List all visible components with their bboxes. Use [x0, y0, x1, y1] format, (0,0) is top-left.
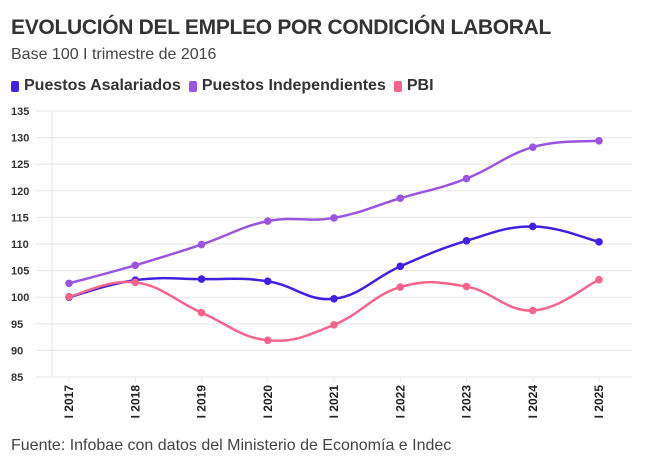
- data-point-asalariados: [263, 277, 272, 286]
- y-axis: 85 90 95 100 105 110 115 120 125 130 135: [11, 106, 53, 384]
- y-tick-label: 120: [11, 186, 29, 198]
- data-point-independientes: [65, 279, 73, 288]
- y-tick-label: 135: [11, 106, 29, 118]
- data-point-pbi: [462, 282, 471, 291]
- data-point-asalariados: [462, 237, 471, 245]
- legend-item-independientes[interactable]: Puestos Independientes: [188, 77, 386, 95]
- data-point-independientes: [131, 261, 140, 270]
- x-tick-label: I 2018: [128, 385, 142, 419]
- data-point-pbi: [197, 308, 206, 317]
- x-tick-label: I 2024: [526, 385, 540, 419]
- y-tick-label: 95: [11, 319, 23, 331]
- series-group: [65, 136, 603, 345]
- y-tick-label: 125: [11, 159, 29, 171]
- data-point-asalariados: [197, 275, 206, 283]
- series-line-asalariados: [67, 225, 601, 301]
- legend: Puestos Asalariados Puestos Independient…: [11, 77, 442, 95]
- series-line-independientes: [67, 139, 601, 285]
- y-tick-label: 110: [11, 239, 29, 251]
- data-point-independientes: [396, 194, 405, 203]
- data-point-pbi: [65, 292, 73, 301]
- data-point-independientes: [197, 240, 206, 249]
- data-point-asalariados: [396, 262, 405, 271]
- data-point-pbi: [131, 278, 140, 287]
- source-note: Fuente: Infobae con datos del Ministerio…: [11, 437, 452, 454]
- grid: [36, 110, 632, 378]
- legend-swatch-independientes: [188, 80, 197, 92]
- data-point-asalariados: [330, 294, 338, 303]
- data-point-independientes: [528, 143, 537, 151]
- legend-label-pbi: PBI: [406, 77, 434, 94]
- legend-swatch-asalariados: [11, 80, 19, 92]
- series-pbi: [65, 275, 603, 345]
- x-axis: I 2017 I 2018 I 2019 I 2020 I 2021 I 2022 I 20…: [62, 377, 606, 418]
- y-tick-label: 130: [11, 133, 29, 145]
- data-point-independientes: [595, 136, 603, 145]
- x-tick-label: I 2020: [261, 385, 275, 419]
- data-point-independientes: [330, 214, 338, 222]
- data-point-pbi: [263, 336, 272, 345]
- y-tick-label: 115: [11, 212, 29, 224]
- legend-swatch-pbi: [393, 80, 402, 92]
- data-point-pbi: [330, 321, 338, 329]
- y-tick-label: 105: [11, 266, 29, 278]
- y-tick-label: 100: [11, 292, 29, 304]
- data-point-pbi: [595, 275, 603, 284]
- data-point-independientes: [263, 217, 272, 225]
- data-point-pbi: [396, 283, 405, 291]
- legend-label-independientes: Puestos Independientes: [201, 77, 386, 94]
- x-tick-label: I 2017: [62, 385, 76, 419]
- chart-subtitle: Base 100 I trimestre de 2016: [11, 46, 217, 63]
- series-asalariados: [65, 222, 603, 303]
- x-tick-label: I 2019: [195, 385, 209, 419]
- y-tick-label: 90: [11, 345, 23, 357]
- data-point-independientes: [462, 174, 471, 183]
- legend-label-asalariados: Puestos Asalariados: [24, 77, 181, 94]
- x-tick-label: I 2022: [393, 385, 407, 419]
- y-tick-label: 85: [11, 372, 23, 384]
- x-tick-label: I 2021: [327, 385, 341, 419]
- x-tick-label: I 2025: [592, 385, 606, 419]
- data-point-asalariados: [528, 222, 537, 231]
- chart-title: EVOLUCIÓN DEL EMPLEO POR CONDICIÓN LABOR…: [11, 16, 552, 39]
- series-line-pbi: [67, 278, 601, 343]
- legend-item-pbi[interactable]: PBI: [393, 77, 434, 95]
- data-point-pbi: [528, 306, 537, 315]
- legend-item-asalariados[interactable]: Puestos Asalariados: [11, 77, 181, 95]
- series-independientes: [65, 136, 603, 288]
- data-point-asalariados: [595, 238, 603, 246]
- x-tick-label: I 2023: [460, 385, 474, 419]
